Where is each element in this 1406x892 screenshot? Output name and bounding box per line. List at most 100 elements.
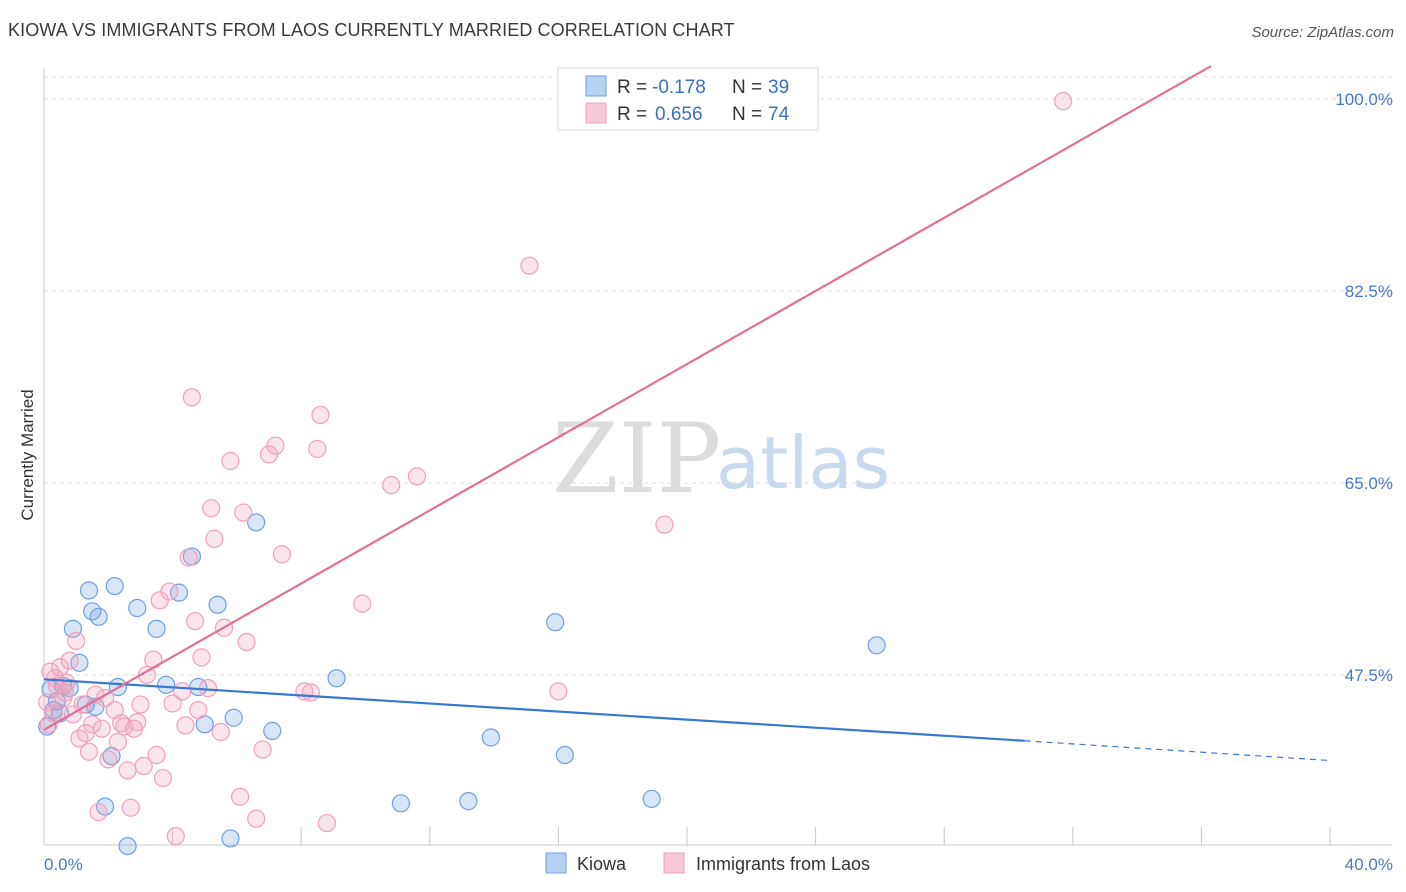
laos-point-43 — [198, 679, 218, 698]
kiowa-point-18 — [169, 583, 189, 602]
laos-point-59 — [308, 439, 327, 459]
laos-point-49 — [231, 787, 250, 806]
laos-point-18 — [99, 750, 118, 769]
series-legend-label-kiowa: Kiowa — [577, 854, 627, 874]
laos-point-26 — [131, 695, 150, 714]
y-tick-label-2: 82.5% — [1345, 282, 1393, 301]
series-legend-swatch-laos — [663, 852, 685, 874]
laos-point-68 — [1054, 92, 1073, 111]
kiowa-point-28 — [391, 794, 410, 813]
laos-point-33 — [160, 582, 179, 601]
series-legend-label-laos: Immigrants from Laos — [696, 854, 870, 874]
laos-point-64 — [407, 467, 427, 486]
laos-point-51 — [237, 632, 256, 652]
y-tick-label-1: 65.0% — [1345, 474, 1393, 493]
kiowa-point-16 — [147, 619, 166, 638]
kiowa-point-23 — [221, 829, 240, 848]
laos-point-70 — [46, 669, 65, 688]
laos-point-11 — [73, 695, 92, 714]
legend-r-value-laos: 0.656 — [655, 104, 703, 125]
laos-point-61 — [317, 813, 337, 833]
laos-point-44 — [202, 499, 221, 518]
laos-point-46 — [211, 722, 230, 742]
kiowa-point-9 — [89, 607, 108, 626]
laos-point-30 — [147, 745, 166, 765]
chart-title: KIOWA VS IMMIGRANTS FROM LAOS CURRENTLY … — [8, 20, 735, 40]
legend-swatch-laos — [585, 102, 607, 124]
laos-point-53 — [253, 740, 272, 759]
axes — [43, 68, 1392, 846]
laos-point-32 — [153, 768, 173, 788]
legend-r-label-laos: R = — [617, 104, 647, 125]
kiowa-point-4 — [63, 619, 83, 638]
laos-point-20 — [108, 732, 128, 751]
trend-lines — [43, 65, 1331, 762]
series-legend-swatch-kiowa — [545, 852, 567, 874]
laos-point-73 — [128, 713, 147, 732]
laos-point-40 — [186, 612, 205, 631]
laos-point-37 — [176, 716, 195, 735]
laos-point-34 — [163, 694, 182, 713]
kiowa-point-32 — [555, 745, 574, 765]
laos-point-12 — [79, 742, 99, 761]
laos-point-38 — [179, 548, 198, 567]
watermark-atlas: atlas — [716, 421, 890, 505]
data-points — [38, 92, 1073, 856]
laos-point-9 — [67, 631, 86, 651]
laos-point-29 — [144, 650, 163, 669]
legend-n-label-laos: N = — [732, 104, 762, 125]
laos-point-27 — [134, 756, 153, 776]
x-tick-label-0: 0.0% — [44, 855, 83, 874]
laos-point-55 — [266, 436, 285, 455]
laos-point-50 — [234, 503, 253, 522]
kiowa-point-12 — [105, 576, 124, 596]
laos-point-7 — [60, 651, 79, 670]
laos-point-41 — [189, 700, 208, 720]
kiowa-point-22 — [208, 595, 227, 614]
laos-point-15 — [89, 802, 108, 822]
kiowa-point-15 — [128, 598, 147, 618]
laos-point-2 — [44, 704, 63, 723]
laos-point-4 — [50, 658, 70, 677]
y-tick-labels: 47.5% 65.0% 82.5% 100.0% — [1335, 90, 1393, 685]
kiowa-point-14 — [118, 836, 137, 856]
x-tick-labels: 0.0% 40.0% — [44, 855, 1393, 874]
laos-point-52 — [247, 809, 266, 828]
y-tick-label-3: 100.0% — [1335, 90, 1393, 109]
gridlines — [44, 76, 1392, 676]
laos-point-56 — [272, 545, 292, 564]
kiowa-point-34 — [867, 636, 886, 655]
laos-point-63 — [382, 476, 401, 495]
kiowa-point-33 — [642, 789, 661, 809]
laos-point-23 — [118, 761, 137, 780]
kiowa-point-25 — [247, 513, 266, 532]
kiowa-trend-line — [43, 678, 1025, 742]
laos-point-66 — [549, 682, 568, 701]
kiowa-point-31 — [546, 613, 565, 632]
y-axis-title: Currently Married — [18, 389, 37, 520]
laos-point-35 — [166, 827, 185, 846]
legend-n-value-kiowa: 39 — [768, 77, 789, 98]
kiowa-point-29 — [459, 792, 478, 811]
laos-point-45 — [205, 529, 224, 548]
laos-point-39 — [182, 388, 201, 407]
watermark: ZIP atlas — [552, 403, 890, 515]
legend-r-label-kiowa: R = — [617, 77, 647, 98]
series-legend: Kiowa Immigrants from Laos — [545, 852, 870, 874]
laos-point-24 — [121, 798, 140, 817]
laos-point-48 — [221, 451, 240, 471]
source-label: Source: ZipAtlas.com — [1251, 24, 1394, 41]
laos-trend-line — [43, 65, 1212, 731]
watermark-zip: ZIP — [552, 403, 721, 515]
laos-point-60 — [311, 405, 330, 425]
laos-point-67 — [655, 515, 674, 534]
laos-point-62 — [353, 594, 372, 613]
kiowa-point-26 — [263, 721, 282, 740]
y-tick-label-0: 47.5% — [1345, 666, 1393, 685]
legend: R = -0.178 N = 39 R = 0.656 N = 74 — [557, 67, 819, 131]
laos-point-16 — [92, 719, 111, 738]
laos-point-36 — [173, 682, 192, 701]
kiowa-point-24 — [224, 708, 243, 727]
laos-point-71 — [55, 683, 74, 702]
